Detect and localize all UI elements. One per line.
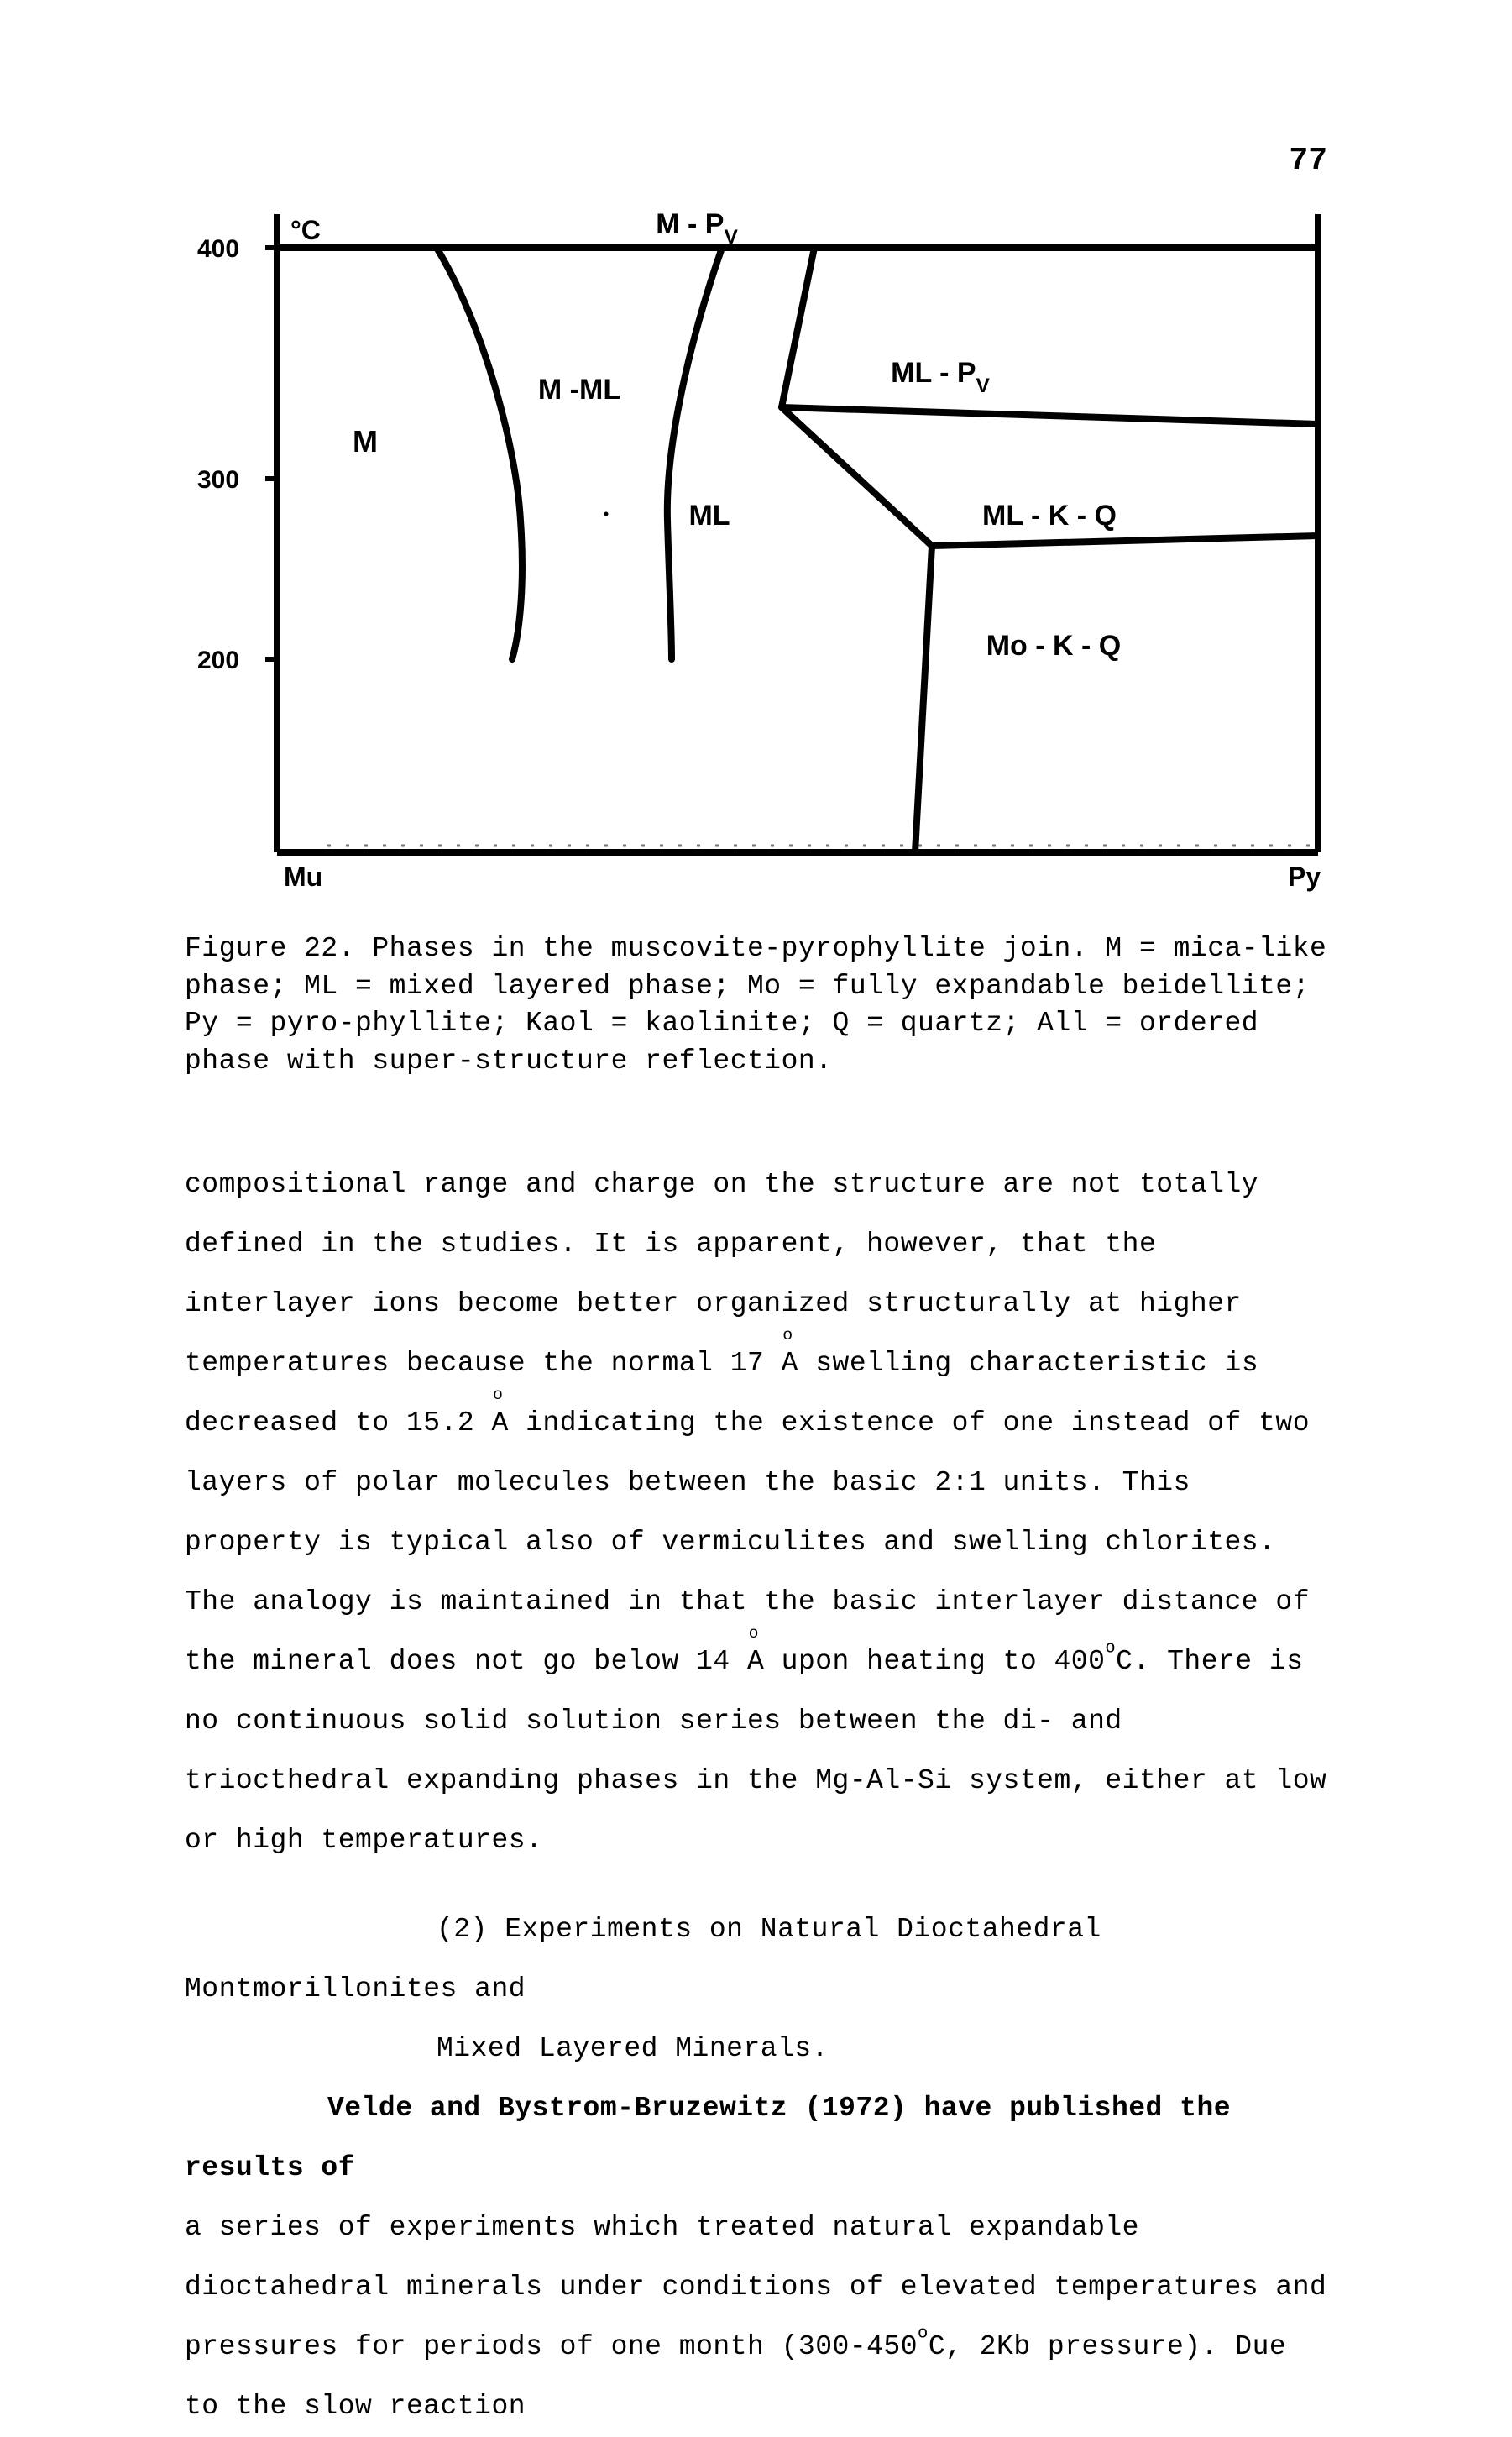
svg-text:400: 400 — [197, 235, 239, 263]
svg-text:Mu: Mu — [284, 862, 322, 892]
body-text: compositional range and charge on the st… — [185, 1156, 1327, 2437]
svg-text:ML - PV: ML - PV — [891, 357, 990, 397]
text: upon heating to 400 — [782, 1646, 1106, 1677]
svg-text:ML: ML — [688, 500, 730, 532]
reference-bold: Velde and Bystrom-Bruzewitz (1972) have … — [185, 2093, 1231, 2183]
svg-text:M -ML: M -ML — [538, 374, 620, 406]
paragraph-2-cont: a series of experiments which treated na… — [185, 2199, 1327, 2437]
svg-text:300: 300 — [197, 466, 239, 494]
degree-superscript: o — [1105, 1638, 1116, 1658]
phase-diagram-svg: 400 300 200 °C Mu Py M - PV M M -ML ML - PV ML ML -… — [185, 185, 1343, 915]
svg-text:°C: °C — [290, 215, 321, 245]
svg-text:M: M — [353, 424, 378, 459]
figure-22: 400 300 200 °C Mu Py M - PV M M -ML ML - PV ML ML -… — [185, 185, 1327, 915]
section-2-heading-line2: Mixed Layered Minerals. — [185, 2020, 1327, 2079]
angstrom-ring: o — [493, 1377, 503, 1413]
angstrom-symbol: Ao — [782, 1334, 798, 1394]
degree-superscript: o — [918, 2324, 929, 2344]
svg-text:M - PV: M - PV — [656, 208, 738, 249]
svg-text:Mo - K - Q: Mo - K - Q — [986, 630, 1122, 662]
figure-22-caption: Figure 22. Phases in the muscovite-pyrop… — [185, 930, 1327, 1080]
angstrom-ring: o — [749, 1616, 759, 1652]
paragraph-1: compositional range and charge on the st… — [185, 1156, 1327, 1870]
svg-text:Py: Py — [1288, 862, 1321, 892]
svg-text:200: 200 — [197, 647, 239, 674]
svg-text:ML - K - Q: ML - K - Q — [982, 500, 1117, 532]
angstrom-ring: o — [782, 1318, 793, 1354]
paragraph-2: Velde and Bystrom-Bruzewitz (1972) have … — [185, 2079, 1327, 2199]
page-number: 77 — [1289, 143, 1327, 179]
angstrom-symbol: Ao — [747, 1633, 764, 1692]
section-2-heading-line1: (2) Experiments on Natural Dioctahedral … — [185, 1900, 1327, 2020]
angstrom-symbol: Ao — [491, 1394, 508, 1454]
page: 77 400 300 200 °C Mu Py M - PV M M -ML ML - PV ML M… — [0, 0, 1512, 2267]
